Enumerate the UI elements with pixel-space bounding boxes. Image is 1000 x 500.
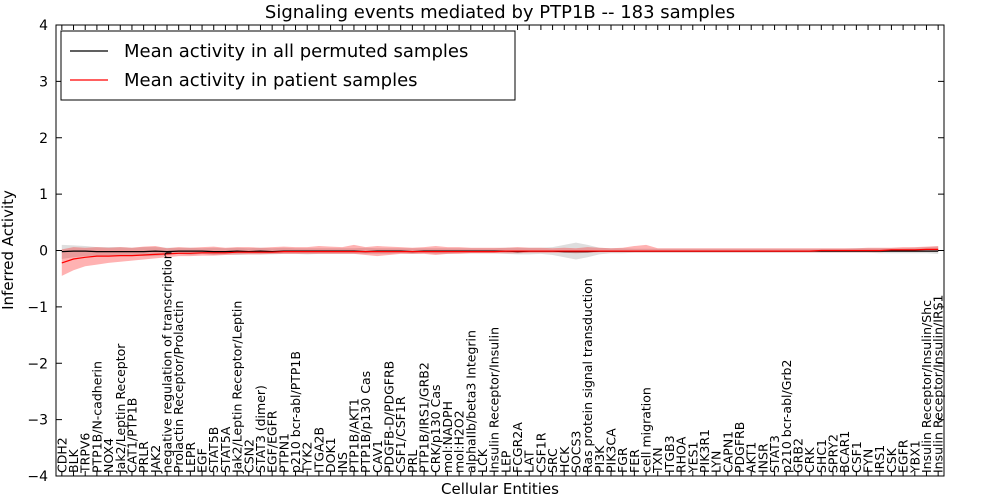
legend-label-permuted: Mean activity in all permuted samples bbox=[124, 41, 468, 62]
x-tick-label: GRB2 bbox=[790, 438, 805, 473]
x-tick-label: YBX1 bbox=[907, 440, 922, 474]
x-axis-ticks: CDH2BLKTRPV6PTP1B/N-cadherinNOX4Jak2/Lep… bbox=[54, 25, 946, 476]
x-tick-label: SPRY2 bbox=[826, 434, 841, 473]
x-tick-label: CSK bbox=[884, 447, 899, 473]
y-axis-label: Inferred Activity bbox=[0, 190, 17, 310]
x-tick-label: mol:H2O2 bbox=[452, 410, 467, 473]
y-axis-ticks: −4 −3 −2 −1 0 1 2 3 4 bbox=[27, 18, 944, 485]
x-tick-label: FER bbox=[627, 449, 642, 473]
y-tick-label: 2 bbox=[39, 131, 48, 147]
x-tick-label: ITGB3 bbox=[662, 435, 677, 473]
x-tick-label: PTP1B/IRS1/GRB2 bbox=[417, 362, 432, 473]
x-tick-label: PIK3R1 bbox=[697, 429, 712, 473]
x-tick-label: p210 bcr-abl/PTP1B bbox=[288, 351, 303, 473]
x-tick-label: STAT5A bbox=[218, 426, 233, 473]
x-tick-label: CSF1/CSF1R bbox=[393, 396, 408, 473]
x-tick-label: CSF1R bbox=[533, 432, 548, 473]
x-tick-label: alphaIIb/beta3 Integrin bbox=[463, 330, 478, 473]
x-tick-label: STAT3 bbox=[767, 435, 782, 473]
x-tick-label: CDH2 bbox=[54, 437, 69, 473]
x-tick-label: Insulin Receptor/Insulin bbox=[487, 327, 502, 473]
x-tick-label: NOX4 bbox=[101, 438, 116, 473]
chart-title: Signaling events mediated by PTP1B -- 18… bbox=[265, 2, 735, 23]
x-tick-label: PDGFB-D/PDGFRB bbox=[382, 361, 397, 473]
band-series-1 bbox=[61, 244, 939, 276]
x-tick-label: Jak2/Leptin Receptor bbox=[113, 343, 128, 474]
x-tick-label: cell migration bbox=[639, 387, 654, 473]
x-tick-label: YES1 bbox=[685, 442, 700, 474]
y-tick-label: −1 bbox=[27, 300, 48, 316]
x-tick-label: Insulin Receptor/Insulin/IRS1 bbox=[931, 295, 946, 473]
x-tick-label: INSR bbox=[755, 443, 770, 473]
x-tick-label: LEPR bbox=[183, 442, 198, 473]
x-tick-label: PTP1B/p130 Cas bbox=[358, 371, 373, 473]
x-tick-label: STAT3 (dimer) bbox=[253, 385, 268, 473]
x-axis-label: Cellular Entities bbox=[441, 480, 559, 498]
x-tick-label: JAK2 bbox=[148, 445, 163, 474]
x-tick-label: p210 bcr-abl/Grb2 bbox=[779, 360, 794, 473]
x-tick-label: SOCS3 bbox=[568, 431, 583, 473]
x-tick-label: AKT1 bbox=[744, 442, 759, 473]
x-tick-label: EGF/EGFR bbox=[265, 410, 280, 473]
x-tick-label: PDGFRB bbox=[732, 422, 747, 473]
x-tick-label: mol:NADPH bbox=[440, 401, 455, 473]
x-tick-label: BLK bbox=[66, 448, 81, 473]
x-tick-label: PTP1B/AKT1 bbox=[346, 398, 361, 473]
x-tick-label: LAT bbox=[522, 450, 537, 473]
line-series-1 bbox=[61, 248, 939, 264]
legend-label-patient: Mean activity in patient samples bbox=[124, 70, 418, 91]
x-tick-label: CRK/p130 Cas bbox=[428, 385, 443, 474]
y-tick-label: 3 bbox=[39, 74, 48, 90]
confidence-bands bbox=[61, 242, 939, 276]
x-tick-label: CSN2 bbox=[241, 439, 256, 473]
x-tick-label: LCK bbox=[475, 448, 490, 473]
legend: Mean activity in all permuted samples Me… bbox=[60, 30, 516, 101]
x-tick-label: FGR bbox=[615, 447, 630, 473]
x-tick-label: INS bbox=[335, 452, 350, 473]
x-tick-label: PRL bbox=[405, 450, 420, 473]
x-tick-label: TYK2 bbox=[300, 442, 315, 474]
x-tick-label: CAPN1 bbox=[720, 431, 735, 473]
x-tick-label: CSF1 bbox=[849, 441, 864, 473]
x-tick-label: PRLR bbox=[136, 441, 151, 473]
x-tick-label: LYN bbox=[709, 451, 724, 473]
x-tick-label: IRS1 bbox=[872, 445, 887, 473]
x-tick-label: negative regulation of transcription bbox=[160, 251, 175, 473]
x-tick-label: CAV1 bbox=[370, 440, 385, 473]
x-tick-label: HCK bbox=[557, 446, 572, 473]
x-tick-label: Jak2/Leptin Receptor/Leptin bbox=[230, 301, 245, 474]
x-tick-label: FYN bbox=[861, 449, 876, 473]
y-tick-label: 0 bbox=[39, 244, 48, 260]
x-tick-label: EGFR bbox=[896, 439, 911, 473]
x-tick-label: ITGA2B bbox=[311, 427, 326, 473]
x-tick-label: STAT5B bbox=[206, 427, 221, 473]
x-tick-label: SHC1 bbox=[814, 439, 829, 473]
x-tick-label: BCAR1 bbox=[837, 431, 852, 473]
x-tick-label: PTPN1 bbox=[276, 433, 291, 473]
x-tick-label: SRC bbox=[545, 448, 560, 473]
y-tick-label: −3 bbox=[27, 413, 48, 429]
legend-box bbox=[60, 30, 516, 101]
x-tick-label: CRK bbox=[802, 447, 817, 473]
y-tick-label: −2 bbox=[27, 356, 48, 372]
x-tick-label: LEP bbox=[498, 450, 513, 473]
x-tick-label: TRPV6 bbox=[78, 433, 93, 474]
y-tick-label: −4 bbox=[27, 469, 48, 485]
x-tick-label: EGF bbox=[195, 448, 210, 473]
series-lines bbox=[61, 248, 939, 264]
y-tick-label: 1 bbox=[39, 187, 48, 203]
y-tick-label: 4 bbox=[39, 18, 48, 34]
x-tick-label: PIK3CA bbox=[604, 428, 619, 473]
x-tick-label: DOK1 bbox=[323, 437, 338, 473]
x-tick-label: Insulin Receptor/Insulin/Shc bbox=[919, 300, 934, 473]
x-tick-label: FCGR2A bbox=[510, 422, 525, 473]
x-tick-label: CAT1/PTP1B bbox=[124, 398, 139, 473]
x-tick-label: PI3K bbox=[592, 445, 607, 473]
x-tick-label: Prolactin Receptor/Prolactin bbox=[171, 301, 186, 473]
x-tick-label: PTP1B/N-cadherin bbox=[89, 361, 104, 473]
x-tick-label: RHOA bbox=[674, 436, 689, 473]
x-tick-label: Ras protein signal transduction bbox=[580, 278, 595, 473]
x-tick-label: TXN bbox=[650, 447, 665, 474]
